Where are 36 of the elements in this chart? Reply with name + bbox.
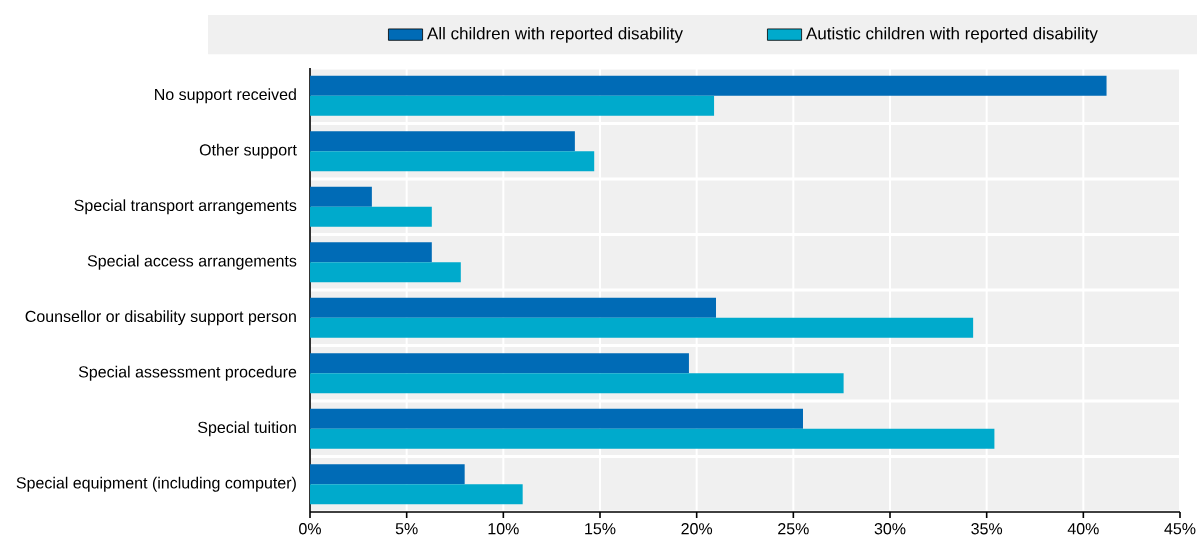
bar xyxy=(310,186,372,207)
x-tick-label: 10% xyxy=(488,523,519,535)
x-tick-label: 15% xyxy=(585,523,616,535)
bar xyxy=(310,353,689,374)
bar xyxy=(310,317,974,338)
x-tick-label: 5% xyxy=(395,523,418,535)
bar xyxy=(310,242,432,263)
bar xyxy=(310,131,575,152)
y-tick-label: Counsellor or disability support person xyxy=(25,310,296,326)
x-tick-label: 30% xyxy=(874,523,906,535)
bar xyxy=(310,75,1107,96)
x-tick-label: 35% xyxy=(971,523,1003,535)
bar xyxy=(310,373,844,394)
bar xyxy=(310,206,432,227)
y-tick-label: Special equipment (including computer) xyxy=(16,476,296,492)
x-tick-label: 40% xyxy=(1067,523,1099,535)
bar xyxy=(310,464,465,485)
y-tick-label: Other support xyxy=(199,143,297,159)
legend-label: All children with reported disability xyxy=(427,26,683,43)
x-tick-label: 20% xyxy=(681,523,713,535)
y-tick-label: Special tuition xyxy=(198,421,296,437)
x-tick-label: 0% xyxy=(299,523,321,535)
bar xyxy=(310,428,995,449)
y-tick-label: Special assessment procedure xyxy=(78,365,297,381)
legend-label: Autistic children with reported disability xyxy=(806,26,1098,43)
y-tick-label: Special transport arrangements xyxy=(74,199,297,215)
x-tick-label: 45% xyxy=(1164,523,1196,535)
bar xyxy=(310,262,461,283)
bar xyxy=(310,151,595,172)
bar xyxy=(310,95,715,116)
bar xyxy=(310,484,523,505)
bar xyxy=(310,408,803,429)
bar xyxy=(310,297,717,318)
y-tick-label: Special access arrangements xyxy=(87,254,297,270)
y-tick-label: No support received xyxy=(155,88,296,104)
x-tick-label: 25% xyxy=(778,523,809,535)
